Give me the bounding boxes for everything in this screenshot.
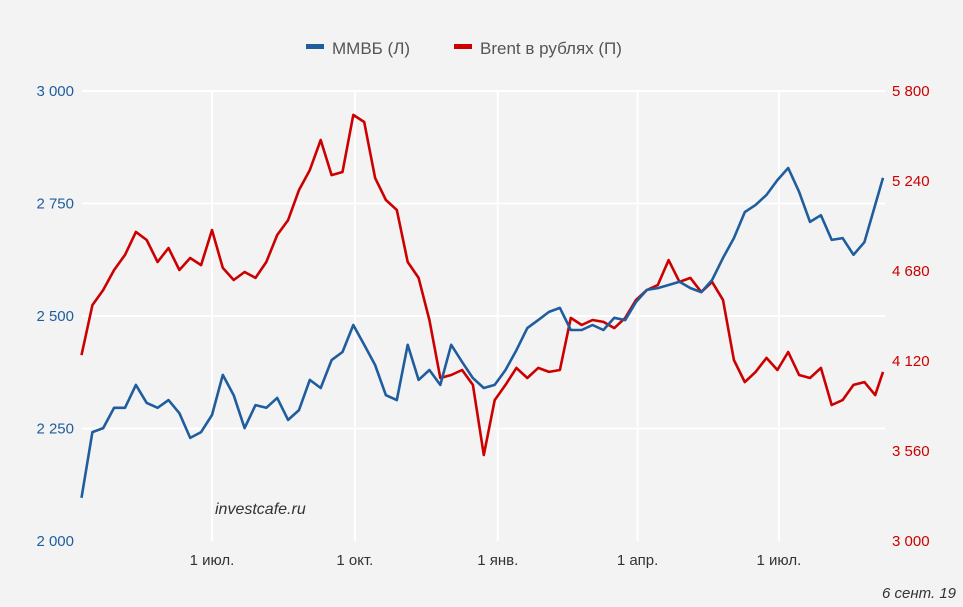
left-tick-label: 2 500 <box>36 308 74 325</box>
series-line-brent <box>80 113 885 457</box>
x-tick-label: 1 окт. <box>336 552 373 569</box>
watermark: investcafe.ru <box>215 501 306 518</box>
legend-swatch-mmvb <box>306 44 324 49</box>
left-tick-label: 3 000 <box>36 83 74 100</box>
right-tick-label: 5 240 <box>892 173 930 190</box>
right-tick-label: 4 120 <box>892 353 930 370</box>
left-tick-label: 2 750 <box>36 196 74 213</box>
legend-swatch-brent <box>454 44 472 49</box>
x-tick-label: 1 июл. <box>757 552 802 569</box>
legend-label-brent: Brent в рублях (П) <box>480 39 622 58</box>
legend: ММВБ (Л) Brent в рублях (П) <box>306 39 622 58</box>
left-axis: 2 000 2 250 2 500 2 750 3 000 <box>36 83 74 550</box>
x-tick-label: 1 июл. <box>190 552 235 569</box>
legend-label-mmvb: ММВБ (Л) <box>332 39 410 58</box>
right-tick-label: 3 560 <box>892 443 930 460</box>
x-tick-label: 1 апр. <box>617 552 658 569</box>
right-tick-label: 4 680 <box>892 263 930 280</box>
x-tick-label: 1 янв. <box>477 552 518 569</box>
right-tick-label: 3 000 <box>892 533 930 550</box>
right-tick-label: 5 800 <box>892 83 930 100</box>
left-tick-label: 2 000 <box>36 533 74 550</box>
series-line-mmvb <box>80 166 885 499</box>
date-label: 6 сент. 19 <box>882 585 957 602</box>
series-lines <box>80 113 885 499</box>
x-axis: 1 июл. 1 окт. 1 янв. 1 апр. 1 июл. <box>190 552 802 569</box>
right-axis: 3 000 3 560 4 120 4 680 5 240 5 800 <box>892 83 930 550</box>
left-tick-label: 2 250 <box>36 421 74 438</box>
grid <box>82 90 885 541</box>
